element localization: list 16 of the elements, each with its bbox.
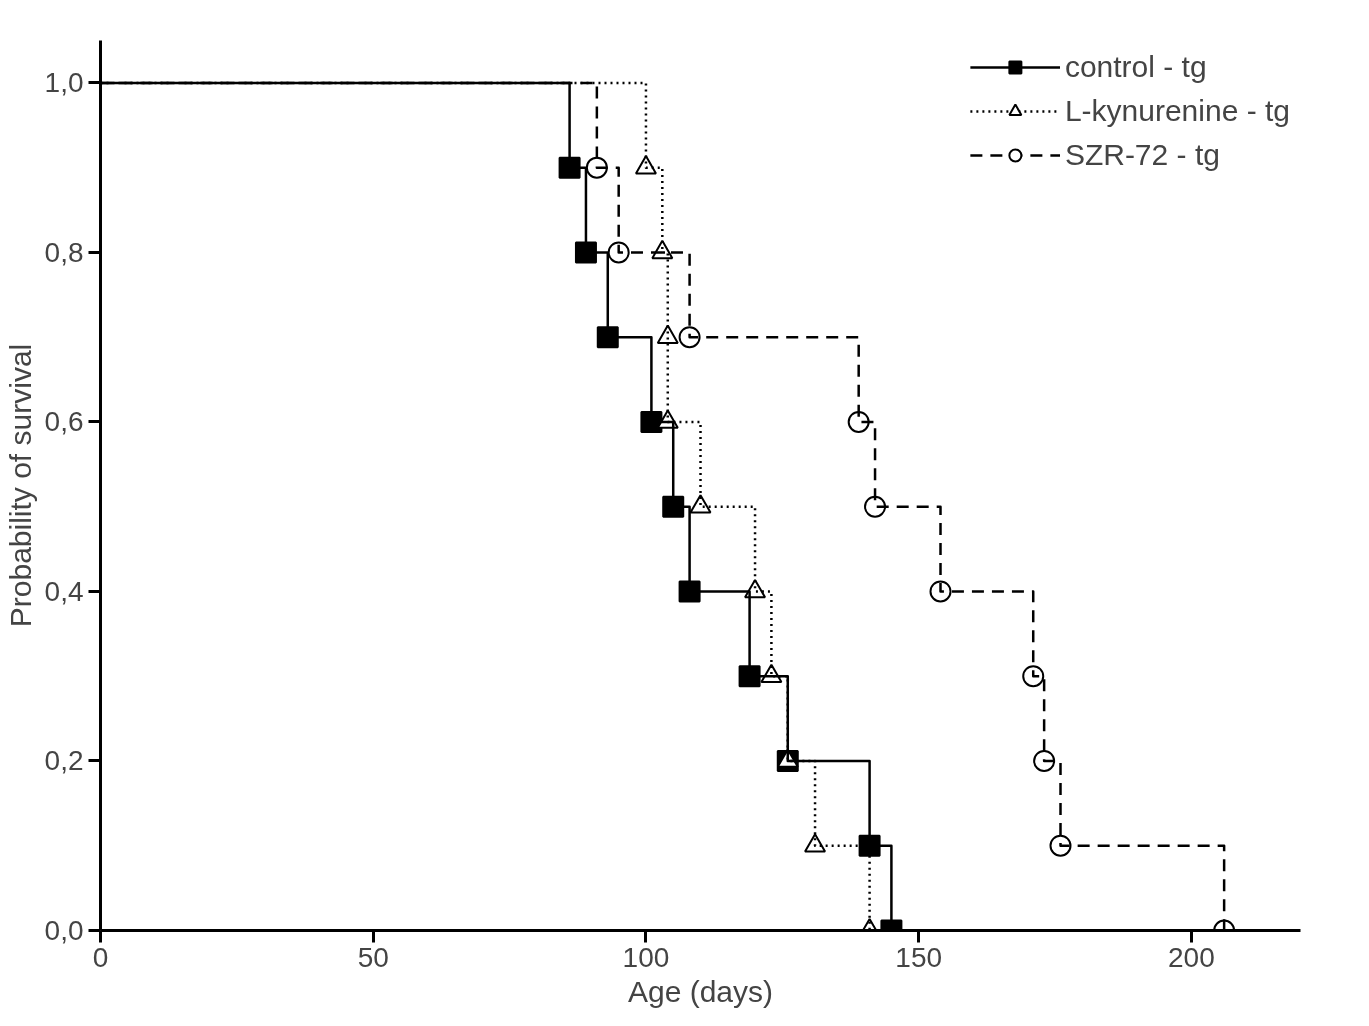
x-tick-label: 0 <box>92 941 109 973</box>
x-tick-label: 100 <box>622 941 670 973</box>
x-tick-label: 50 <box>357 941 389 973</box>
y-tick-label: 0,4 <box>44 575 84 607</box>
legend-label: L-kynurenine - tg <box>1064 94 1290 128</box>
x-axis-title: Age (days) <box>627 974 774 1008</box>
y-tick-label: 0,0 <box>44 915 84 946</box>
y-tick-label: 0,2 <box>44 745 84 777</box>
legend-label: SZR-72 - tg <box>1064 138 1220 172</box>
legend-label: control - tg <box>1064 50 1207 84</box>
y-axis-title: Probability of survival <box>3 343 37 628</box>
y-tick-label: 1,0 <box>44 67 84 99</box>
x-tick-label: 150 <box>895 941 943 973</box>
y-tick-label: 0,6 <box>44 406 84 438</box>
y-tick-label: 0,8 <box>44 236 84 268</box>
x-tick-label: 200 <box>1168 941 1215 973</box>
